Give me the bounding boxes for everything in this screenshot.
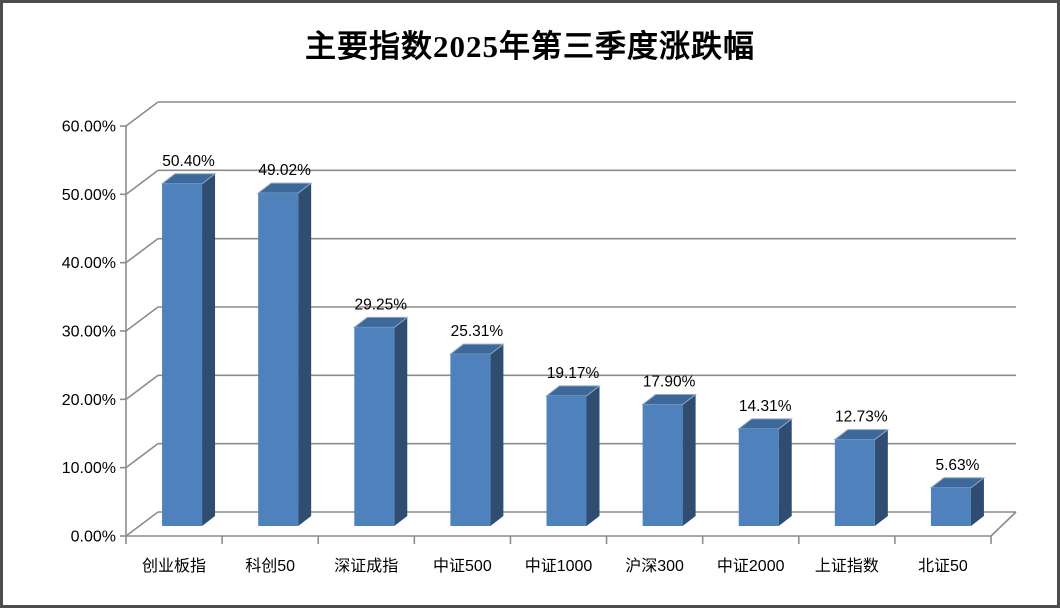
bar-front-face (834, 439, 875, 526)
bar-中证500 (448, 343, 505, 526)
x-axis-label: 北证50 (918, 557, 968, 575)
data-label: 12.73% (835, 409, 888, 426)
y-axis-label: 10.00% (62, 460, 116, 477)
y-axis-label: 30.00% (62, 324, 116, 341)
y-axis-label: 60.00% (62, 119, 116, 136)
data-label: 50.40% (162, 153, 215, 170)
bar-side-face (202, 173, 216, 526)
data-label: 5.63% (935, 457, 979, 474)
bar-front-face (450, 354, 491, 526)
gridline-connector (125, 374, 159, 400)
bar-创业板指 (160, 173, 217, 526)
gridline-connector (125, 306, 159, 332)
bar-chart-canvas: 0.00% 10.00% 20.00% 30.00% 40.00% 50.00% 60.00… (62, 101, 1017, 575)
bar-side-face (874, 429, 888, 526)
gridline-connector (125, 101, 159, 127)
x-axis-label: 沪深300 (625, 557, 684, 575)
x-axis-label: 中证2000 (717, 557, 785, 575)
bar-中证2000 (737, 418, 794, 526)
bar-中证1000 (545, 385, 601, 526)
bar-科创50 (256, 182, 313, 526)
bar-side-face (394, 317, 408, 526)
x-axis-label: 中证1000 (525, 557, 593, 575)
gridline-connector (125, 238, 159, 264)
bar-side-face (682, 394, 696, 526)
x-axis-label: 深证成指 (334, 557, 398, 575)
bar-front-face (930, 487, 971, 526)
bar-front-face (354, 327, 395, 526)
bar-front-face (546, 395, 587, 526)
gridline-connector (125, 443, 159, 469)
chart-title: 主要指数2025年第三季度涨跌幅 (305, 29, 755, 64)
bar-上证指数 (833, 429, 890, 526)
bar-北证50 (929, 477, 986, 526)
bar-沪深300 (641, 393, 698, 526)
y-axis-label: 0.00% (71, 529, 116, 546)
data-label: 25.31% (451, 323, 504, 340)
gridline-connector (125, 169, 159, 195)
data-label: 17.90% (643, 373, 696, 390)
bar-side-face (778, 418, 792, 526)
x-axis-label: 中证500 (433, 557, 492, 575)
bar-side-face (298, 183, 312, 526)
bar-深证成指 (352, 316, 409, 526)
y-axis-label: 50.00% (62, 187, 116, 204)
y-axis-label: 40.00% (62, 255, 116, 272)
bar-side-face (970, 477, 984, 526)
data-label: 49.02% (258, 162, 311, 179)
bar-side-face (490, 344, 504, 526)
x-axis-label: 创业板指 (142, 557, 206, 575)
x-axis-label: 上证指数 (815, 557, 879, 575)
data-label: 19.17% (547, 365, 600, 382)
floor-right-edge (990, 511, 1017, 537)
data-label: 29.25% (354, 296, 407, 313)
bar-front-face (642, 404, 683, 526)
gridline-connector (125, 511, 159, 537)
y-axis-label: 20.00% (62, 392, 116, 409)
data-label: 14.31% (739, 398, 792, 415)
bar-front-face (162, 183, 203, 526)
bar-front-face (258, 193, 299, 526)
x-axis-label: 科创50 (245, 557, 295, 575)
bar-front-face (738, 428, 779, 526)
bar-side-face (586, 385, 600, 526)
